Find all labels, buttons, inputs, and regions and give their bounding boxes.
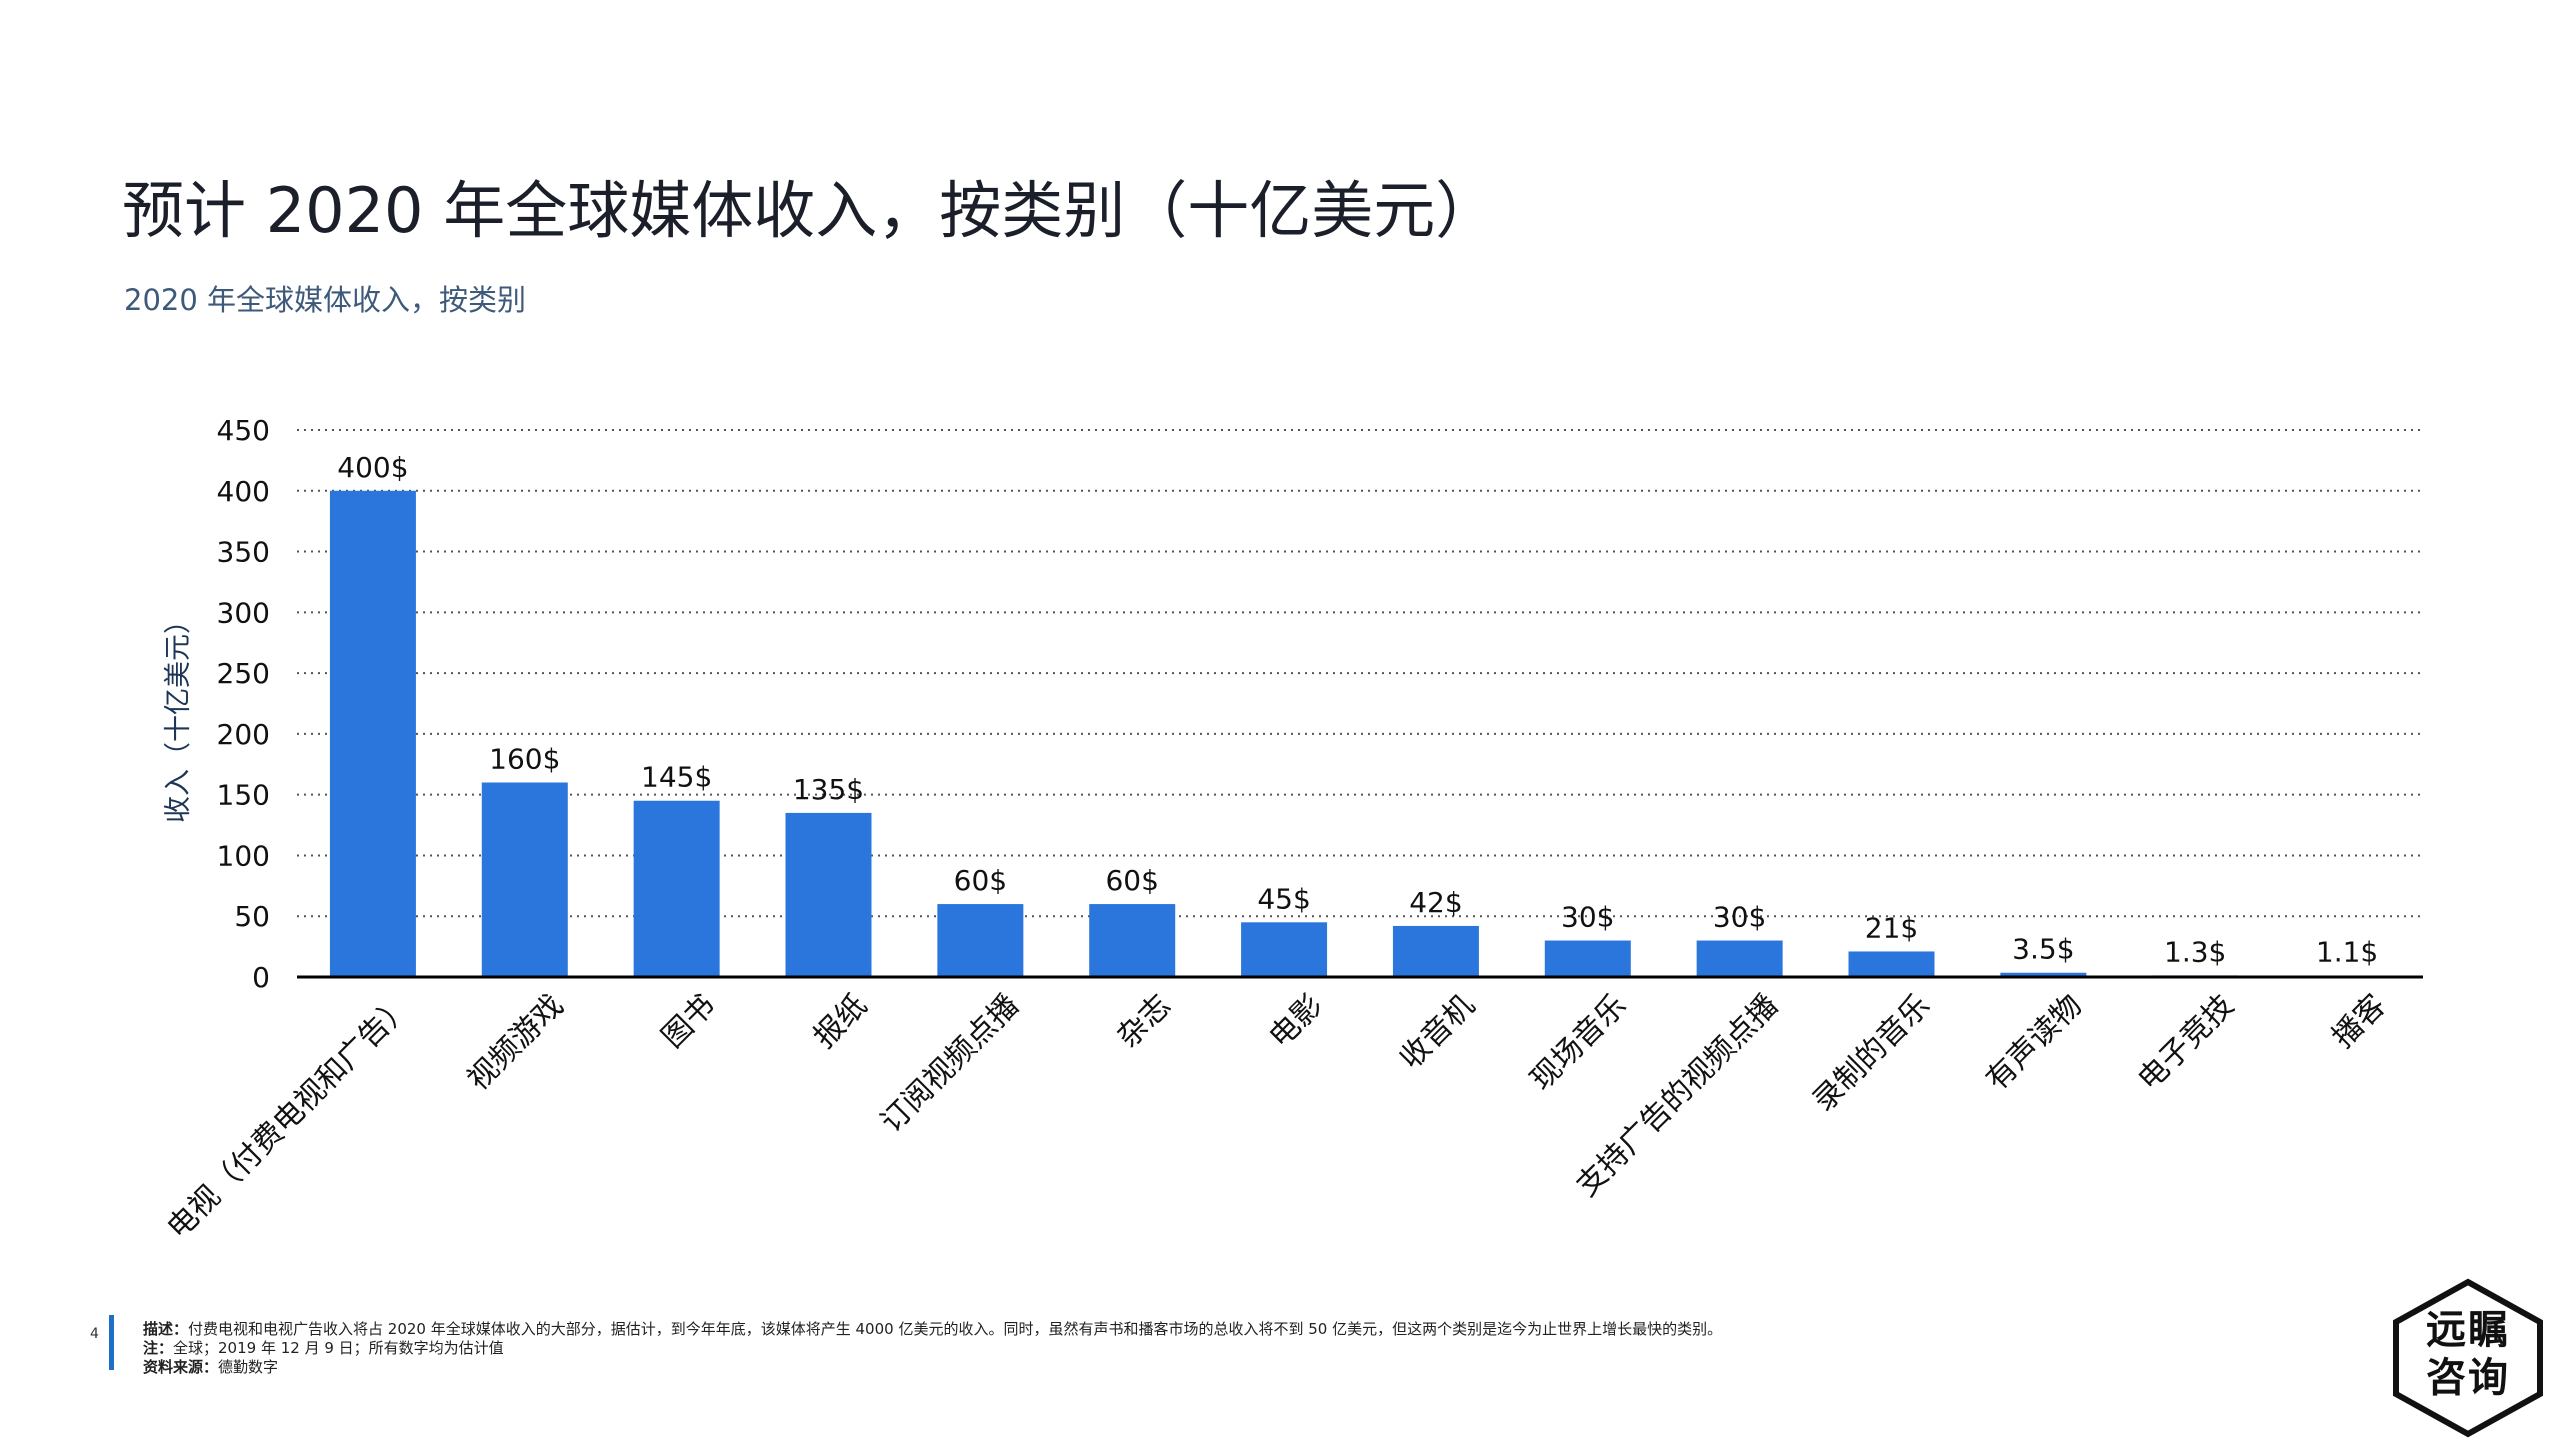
bar bbox=[937, 904, 1024, 977]
y-axis-label: 收入（十亿美元） bbox=[163, 607, 194, 823]
bar bbox=[1696, 940, 1783, 977]
bar bbox=[481, 782, 568, 977]
note-text: 全球；2019 年 12 月 9 日；所有数字均为估计值 bbox=[173, 1339, 504, 1357]
x-tick-label: 电视（付费电视和广告） bbox=[160, 988, 418, 1246]
bar-chart: 0 50 100 150 200 250 300 350 400 450 收入（十亿美元） 400… bbox=[160, 414, 2423, 1246]
y-tick-label: 200 bbox=[217, 718, 270, 751]
y-tick-label: 0 bbox=[252, 961, 270, 994]
bar bbox=[329, 490, 416, 977]
source-label: 资料来源： bbox=[143, 1358, 219, 1376]
data-label: 60$ bbox=[954, 864, 1007, 897]
data-label: 400$ bbox=[337, 451, 408, 484]
data-label: 30$ bbox=[1561, 901, 1614, 934]
bar bbox=[1392, 925, 1479, 977]
bar bbox=[633, 800, 720, 977]
x-tick-label: 电影 bbox=[1263, 988, 1330, 1055]
data-label: 160$ bbox=[489, 743, 560, 776]
x-tick-label: 图书 bbox=[655, 988, 722, 1055]
bar bbox=[1241, 922, 1328, 977]
data-labels: 400$ 160$ 145$ 135$ 60$ 60$ 45$ 42$ 30$ 30$ 21$ 3.5… bbox=[337, 451, 2378, 969]
bar bbox=[1089, 904, 1176, 977]
description-label: 描述： bbox=[143, 1320, 189, 1338]
bar bbox=[1848, 951, 1935, 977]
page-title: 预计 2020 年全球媒体收入，按类别（十亿美元） bbox=[122, 174, 1498, 247]
y-tick-label: 400 bbox=[217, 475, 270, 508]
x-tick-label: 现场音乐 bbox=[1524, 988, 1634, 1098]
y-tick-label: 150 bbox=[217, 779, 270, 812]
x-tick-label: 订阅视频点播 bbox=[874, 988, 1026, 1140]
bar bbox=[785, 812, 872, 977]
description-line: 描述：付费电视和电视广告收入将占 2020 年全球媒体收入的大部分，据估计，到今… bbox=[143, 1320, 1722, 1339]
bar-series bbox=[329, 490, 2391, 977]
page-subtitle: 2020 年全球媒体收入，按类别 bbox=[124, 283, 527, 317]
data-label: 45$ bbox=[1257, 882, 1310, 915]
footer-notes: 描述：付费电视和电视广告收入将占 2020 年全球媒体收入的大部分，据估计，到今… bbox=[143, 1320, 1722, 1377]
company-logo: 远瞩 咨询 bbox=[2390, 1278, 2546, 1438]
bar bbox=[1544, 940, 1631, 977]
x-axis-ticks: 电视（付费电视和广告） 视频游戏 图书 报纸 订阅视频点播 杂志 电影 收音机 现场音乐支持广告… bbox=[160, 988, 2392, 1246]
y-tick-label: 100 bbox=[217, 839, 270, 872]
chart-grid bbox=[297, 429, 2423, 918]
description-text: 付费电视和电视广告收入将占 2020 年全球媒体收入的大部分，据估计，到今年年底… bbox=[188, 1320, 1723, 1338]
data-label: 3.5$ bbox=[2012, 933, 2074, 966]
source-text: 德勤数字 bbox=[218, 1358, 279, 1376]
x-tick-label: 收音机 bbox=[1393, 988, 1481, 1076]
y-tick-label: 350 bbox=[217, 536, 270, 569]
footer-accent-bar bbox=[109, 1315, 114, 1370]
x-tick-label: 录制的音乐 bbox=[1806, 988, 1937, 1119]
bar bbox=[2000, 972, 2087, 977]
x-tick-label: 播客 bbox=[2326, 988, 2393, 1055]
x-tick-label: 报纸 bbox=[807, 988, 874, 1055]
y-tick-label: 50 bbox=[234, 900, 270, 933]
data-label: 135$ bbox=[793, 773, 864, 806]
x-tick-label: 有声读物 bbox=[1979, 988, 2089, 1098]
data-label: 1.1$ bbox=[2316, 936, 2378, 969]
y-tick-label: 300 bbox=[217, 596, 270, 629]
data-label: 1.3$ bbox=[2164, 935, 2226, 968]
page-number: 4 bbox=[90, 1326, 99, 1342]
data-label: 30$ bbox=[1713, 901, 1766, 934]
data-label: 42$ bbox=[1409, 886, 1462, 919]
data-label: 145$ bbox=[641, 761, 712, 794]
logo-line-2: 咨询 bbox=[2426, 1354, 2510, 1401]
note-label: 注： bbox=[143, 1339, 174, 1357]
logo-line-1: 远瞩 bbox=[2426, 1306, 2510, 1353]
y-tick-label: 250 bbox=[217, 657, 270, 690]
x-tick-label: 杂志 bbox=[1111, 988, 1178, 1055]
y-axis-ticks: 0 50 100 150 200 250 300 350 400 450 bbox=[217, 414, 270, 994]
x-tick-label: 电子竞技 bbox=[2131, 988, 2241, 1098]
source-line: 资料来源：德勤数字 bbox=[143, 1358, 1722, 1377]
note-line: 注：全球；2019 年 12 月 9 日；所有数字均为估计值 bbox=[143, 1339, 1722, 1358]
data-label: 60$ bbox=[1105, 864, 1158, 897]
data-label: 21$ bbox=[1865, 911, 1918, 944]
y-tick-label: 450 bbox=[217, 414, 270, 447]
x-tick-label: 视频游戏 bbox=[461, 988, 571, 1098]
